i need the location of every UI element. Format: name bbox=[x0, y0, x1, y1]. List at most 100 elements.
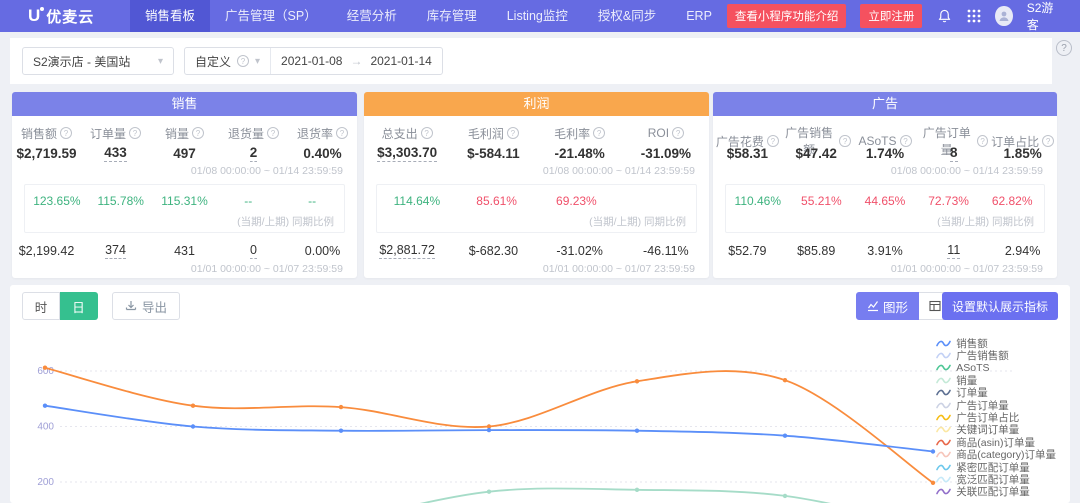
data-point[interactable] bbox=[782, 493, 788, 499]
wave-line-icon bbox=[936, 427, 952, 433]
store-select[interactable]: S2演示店 - 美国站 ▾ bbox=[22, 47, 174, 75]
compare-note: (当期/上期) 同期比例 bbox=[589, 216, 686, 228]
nav-item-6[interactable]: ERP bbox=[686, 9, 712, 23]
date-range-inputs[interactable]: 2021-01-08 → 2021-01-14 bbox=[271, 48, 442, 74]
legend-item-10[interactable]: 紧密匹配订单量 bbox=[936, 461, 1056, 474]
compare-box: 114.64% 85.61% 69.23% (当期/上期) 同期比例 bbox=[376, 184, 697, 233]
data-point[interactable] bbox=[190, 403, 196, 408]
metric-help-icon[interactable]: ? bbox=[336, 127, 348, 139]
data-point[interactable] bbox=[782, 378, 788, 383]
chart-canvas[interactable]: 600 400 200 bbox=[10, 320, 1070, 503]
current-period: 01/08 00:00:00 ~ 01/14 23:59:59 bbox=[890, 165, 1043, 177]
data-point[interactable] bbox=[782, 433, 788, 438]
legend-label: 商品(asin)订单量 bbox=[956, 436, 1035, 449]
legend-item-11[interactable]: 宽泛匹配订单量 bbox=[936, 473, 1056, 486]
chart-view-button[interactable]: 图形 bbox=[856, 292, 920, 320]
export-button[interactable]: 导出 bbox=[112, 292, 181, 320]
data-point[interactable] bbox=[338, 404, 344, 410]
legend-item-7[interactable]: 关键词订单量 bbox=[936, 424, 1056, 436]
logo-text: 优麦云 bbox=[46, 8, 95, 26]
data-point[interactable] bbox=[930, 449, 936, 454]
main-menu: 销售看板 广告管理（SP） 经营分析 库存管理 Listing监控 授权&同步 ERP bbox=[130, 0, 727, 32]
metric-value: $47.42 bbox=[795, 145, 837, 161]
data-point[interactable] bbox=[634, 379, 640, 384]
data-point[interactable] bbox=[42, 403, 48, 408]
hour-toggle-button[interactable]: 时 bbox=[22, 292, 60, 320]
metric-value: $3,303.70 bbox=[377, 144, 438, 162]
legend-item-9[interactable]: 商品(category)订单量 bbox=[936, 449, 1056, 461]
apps-grid-icon[interactable] bbox=[966, 7, 982, 25]
nav-item-2[interactable]: 经营分析 bbox=[346, 9, 397, 23]
range-type-select[interactable]: 自定义 ? ▾ bbox=[185, 48, 272, 74]
compare-value: -- bbox=[308, 194, 317, 208]
legend-item-6[interactable]: 广告订单占比 bbox=[936, 411, 1056, 424]
legend-item-12[interactable]: 关联匹配订单量 bbox=[936, 486, 1056, 498]
nav-item-1[interactable]: 广告管理（SP） bbox=[225, 9, 317, 23]
nav-item-3[interactable]: 库存管理 bbox=[426, 9, 477, 23]
legend-item-4[interactable]: 订单量 bbox=[936, 387, 1056, 399]
legend-label: 广告订单量 bbox=[956, 399, 1009, 412]
line-chart: 600 400 200 bbox=[10, 320, 1070, 503]
help-icon: ? bbox=[237, 55, 250, 67]
top-navbar: U 优麦云 销售看板 广告管理（SP） 经营分析 库存管理 Listing监控 授权&同步… bbox=[0, 0, 1080, 32]
page-help-icon[interactable]: ? bbox=[1056, 40, 1072, 56]
register-button[interactable]: 立即注册 bbox=[860, 4, 923, 28]
line-chart-icon bbox=[868, 301, 878, 312]
data-point[interactable] bbox=[42, 365, 48, 370]
legend-item-5[interactable]: 广告订单量 bbox=[936, 399, 1056, 412]
arrow-right-icon: → bbox=[350, 54, 363, 68]
metric-help-icon[interactable]: ? bbox=[672, 127, 685, 139]
compare-value: 85.61% bbox=[476, 194, 517, 208]
nav-item-4[interactable]: Listing监控 bbox=[506, 9, 568, 23]
chevron-down-icon: ▾ bbox=[255, 55, 261, 67]
metric-help-icon[interactable]: ? bbox=[593, 127, 606, 139]
data-point[interactable] bbox=[930, 480, 936, 485]
app-logo[interactable]: U 优麦云 bbox=[0, 6, 130, 27]
metric-help-icon[interactable]: ? bbox=[1042, 135, 1055, 147]
wave-line-icon bbox=[936, 402, 952, 408]
previous-value: 2.94% bbox=[1004, 244, 1041, 258]
metric-help-icon[interactable]: ? bbox=[129, 127, 141, 139]
legend-item-0[interactable]: 销售额 bbox=[936, 337, 1056, 350]
legend-item-8[interactable]: 商品(asin)订单量 bbox=[936, 436, 1056, 449]
metric-help-icon[interactable]: ? bbox=[506, 127, 519, 139]
nav-item-5[interactable]: 授权&同步 bbox=[597, 9, 657, 23]
data-point[interactable] bbox=[486, 424, 492, 429]
legend-item-2[interactable]: ASoTS bbox=[936, 362, 1056, 374]
set-default-metrics-button[interactable]: 设置默认展示指标 bbox=[941, 292, 1058, 320]
data-point[interactable] bbox=[634, 428, 640, 433]
data-point[interactable] bbox=[486, 489, 492, 494]
data-point[interactable] bbox=[486, 427, 492, 433]
table-icon bbox=[929, 300, 941, 312]
bell-icon[interactable] bbox=[936, 7, 952, 25]
day-toggle-button[interactable]: 日 bbox=[60, 292, 98, 320]
user-avatar[interactable] bbox=[995, 6, 1013, 26]
data-point[interactable] bbox=[190, 424, 196, 429]
download-icon bbox=[125, 301, 137, 311]
metric-help-icon[interactable]: ? bbox=[60, 127, 72, 139]
metric-label: 订单量? bbox=[81, 125, 150, 142]
nav-item-0[interactable]: 销售看板 bbox=[130, 0, 211, 32]
metric-value: 2 bbox=[249, 144, 258, 162]
metric-label: 订单占比? bbox=[988, 133, 1057, 150]
data-point[interactable] bbox=[634, 487, 640, 492]
miniapp-intro-button[interactable]: 查看小程序功能介绍 bbox=[726, 4, 847, 28]
previous-period: 01/01 00:00:00 ~ 01/07 23:59:59 bbox=[190, 263, 343, 275]
legend-item-1[interactable]: 广告销售额 bbox=[936, 349, 1056, 363]
metric-help-icon[interactable]: ? bbox=[839, 135, 851, 147]
legend-item-3[interactable]: 销量 bbox=[936, 374, 1056, 387]
legend-label: 广告销售额 bbox=[956, 350, 1009, 363]
metric-help-icon[interactable]: ? bbox=[766, 135, 779, 147]
metric-help-icon[interactable]: ? bbox=[899, 135, 912, 147]
user-name[interactable]: S2游客 bbox=[1026, 1, 1054, 32]
metric-label: 销量? bbox=[150, 125, 219, 142]
metric-help-icon[interactable]: ? bbox=[267, 127, 279, 139]
data-point[interactable] bbox=[338, 428, 344, 433]
metric-help-icon[interactable]: ? bbox=[977, 135, 989, 147]
previous-value: $2,881.72 bbox=[379, 243, 435, 259]
metric-help-icon[interactable]: ? bbox=[192, 127, 204, 139]
legend-label: 订单量 bbox=[956, 387, 988, 400]
metric-help-icon[interactable]: ? bbox=[420, 127, 433, 139]
wave-line-icon bbox=[936, 476, 952, 483]
ads-card: 广告 广告花费? 广告销售额? ASoTS? 广告订单量? 订单占比? $58.31 $47.… bbox=[713, 92, 1057, 278]
